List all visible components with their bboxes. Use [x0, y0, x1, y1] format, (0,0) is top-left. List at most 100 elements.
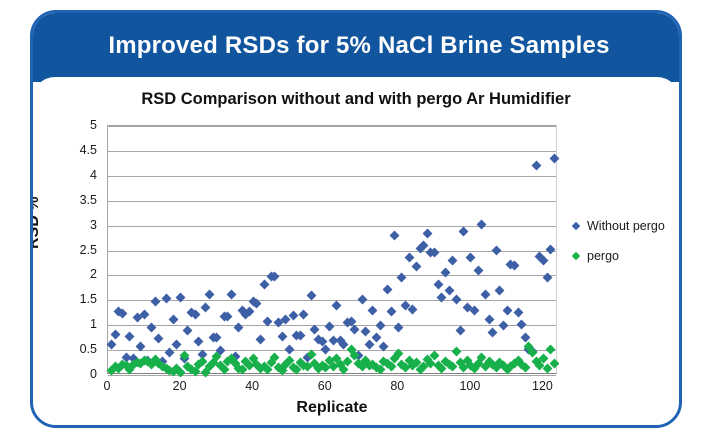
- data-point: [367, 305, 378, 316]
- data-point: [516, 319, 527, 330]
- data-point: [182, 325, 193, 336]
- page-title: Improved RSDs for 5% NaCl Brine Samples: [108, 32, 610, 59]
- chart-panel: RSD Comparison without and with pergo Ar…: [33, 77, 679, 425]
- header-bar: Improved RSDs for 5% NaCl Brine Samples: [33, 13, 679, 82]
- data-point: [389, 230, 400, 241]
- y-tick-label: 0.5: [79, 342, 97, 357]
- data-point: [494, 285, 505, 296]
- data-point: [360, 326, 371, 337]
- data-point: [451, 346, 462, 357]
- data-point: [150, 296, 161, 307]
- data-point: [324, 321, 335, 332]
- data-point: [491, 245, 502, 256]
- data-point: [375, 320, 386, 331]
- y-tick-label: 2.5: [79, 242, 97, 257]
- gridline: [108, 175, 556, 177]
- data-point: [407, 304, 418, 315]
- data-point: [498, 320, 509, 331]
- y-tick-label: 3: [90, 217, 97, 232]
- data-point: [331, 300, 342, 311]
- data-point: [226, 289, 237, 300]
- data-point: [487, 327, 498, 338]
- x-tick-label: 100: [459, 379, 481, 393]
- y-tick-label: 3.5: [79, 192, 97, 207]
- data-point: [204, 289, 215, 300]
- x-tick-label: 20: [172, 379, 187, 393]
- data-point: [458, 226, 469, 237]
- data-point: [484, 314, 494, 325]
- gridline: [108, 375, 556, 376]
- data-point: [299, 309, 309, 320]
- data-point: [284, 344, 295, 355]
- x-tick-label: 0: [103, 379, 111, 393]
- data-point: [473, 265, 484, 276]
- data-point: [411, 261, 422, 272]
- y-tick-label: 1: [90, 317, 97, 332]
- legend-label: pergo: [587, 249, 619, 263]
- data-point: [371, 332, 382, 343]
- data-point: [455, 325, 465, 336]
- legend-label: Without pergo: [587, 219, 665, 233]
- y-tick-label: 5: [90, 118, 97, 132]
- data-point: [531, 160, 542, 171]
- data-point: [444, 285, 455, 296]
- y-tick-label: 1.5: [79, 292, 97, 307]
- plot-wrapper: RSD % Replicate 0 0.5 1 1.5 2 2.5 3 3.5 4 4.5 5 0 2…: [33, 77, 679, 425]
- data-point: [549, 153, 560, 164]
- gridline: [108, 150, 556, 152]
- data-point: [110, 329, 121, 340]
- legend-marker-diamond-icon: [571, 221, 581, 231]
- data-point: [106, 339, 117, 350]
- data-point: [433, 279, 444, 290]
- gridline: [108, 250, 556, 252]
- data-point: [193, 336, 204, 347]
- data-point: [476, 219, 487, 230]
- data-point: [447, 255, 458, 266]
- data-point: [168, 314, 179, 325]
- y-tick-label: 4: [90, 167, 97, 182]
- data-point: [451, 294, 462, 305]
- gridline: [108, 275, 556, 277]
- legend-item[interactable]: pergo: [571, 249, 679, 263]
- data-point: [259, 279, 269, 290]
- chart-title: RSD Comparison without and with pergo Ar…: [141, 90, 571, 108]
- data-point: [386, 306, 397, 317]
- data-point: [306, 290, 317, 301]
- data-point: [545, 344, 556, 355]
- legend-marker-diamond-icon: [571, 251, 581, 261]
- x-tick-label: 80: [390, 379, 405, 393]
- x-tick-label: 60: [317, 379, 332, 393]
- plot-area: [106, 125, 560, 377]
- data-point: [357, 294, 367, 305]
- data-point: [201, 302, 211, 313]
- data-point: [255, 334, 266, 345]
- gridline: [108, 350, 556, 352]
- data-point: [277, 331, 288, 342]
- data-point: [480, 289, 491, 300]
- x-tick-label: 40: [245, 379, 260, 393]
- data-point: [153, 333, 164, 344]
- chart-card: Improved RSDs for 5% NaCl Brine Samples …: [30, 10, 682, 428]
- data-point: [502, 305, 513, 316]
- data-point: [161, 293, 172, 304]
- data-point: [171, 339, 182, 350]
- y-tick-label: 4.5: [79, 142, 97, 157]
- data-point: [545, 244, 556, 255]
- y-tick-label: 0: [90, 367, 97, 381]
- gridline: [108, 126, 556, 127]
- gridline: [108, 200, 556, 202]
- data-point: [422, 228, 433, 239]
- data-point: [465, 253, 476, 263]
- x-axis-label: Replicate: [296, 399, 368, 416]
- data-point: [382, 284, 393, 295]
- gridline: [108, 300, 556, 302]
- gridline: [108, 225, 556, 227]
- y-tick-label: 2: [90, 267, 97, 282]
- data-point: [404, 253, 415, 263]
- data-point: [513, 307, 524, 318]
- chart-legend: Without pergo pergo: [571, 219, 679, 279]
- legend-item[interactable]: Without pergo: [571, 219, 679, 233]
- data-point: [124, 331, 135, 342]
- x-tick-label: 120: [532, 379, 553, 393]
- data-point: [364, 339, 375, 350]
